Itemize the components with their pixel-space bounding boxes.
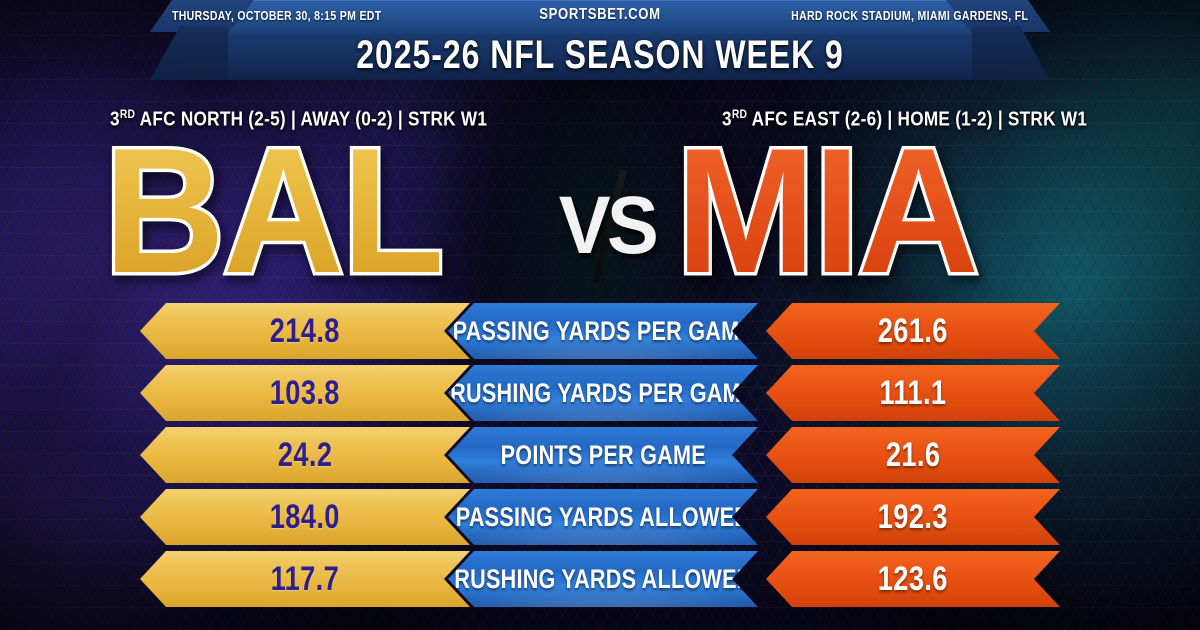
stat-label: POINTS PER GAME <box>500 439 706 470</box>
away-team-record-line: 3RD AFC NORTH (2-5) | AWAY (0-2) | STRK … <box>110 107 487 132</box>
stat-label: PASSING YARDS PER GAME <box>452 315 754 346</box>
home-stat-value: 21.6 <box>885 435 941 474</box>
game-venue: HARD ROCK STADIUM, MIAMI GARDENS, FL <box>790 9 1028 23</box>
header-title-band <box>228 26 972 80</box>
page-title: 2025-26 NFL SEASON WEEK 9 <box>356 33 844 77</box>
stat-label: RUSHING YARDS PER GAME <box>450 377 756 408</box>
home-team-seed: 3 <box>722 109 732 131</box>
header: SPORTSBET.COM THURSDAY, OCTOBER 30, 8:15… <box>0 0 1200 80</box>
stat-row: 214.8 PASSING YARDS PER GAME 261.6 <box>0 303 1200 359</box>
away-stat-value: 24.2 <box>277 435 333 474</box>
header-top-band <box>228 0 972 34</box>
away-stat-bar: 117.7 <box>140 551 470 607</box>
stat-comparison-table: 214.8 PASSING YARDS PER GAME 261.6 103.8 RUS… <box>0 303 1200 613</box>
stat-label: PASSING YARDS ALLOWED <box>455 501 751 532</box>
home-stat-value: 261.6 <box>877 311 949 350</box>
away-stat-bar: 214.8 <box>140 303 470 359</box>
home-stat-bar: 261.6 <box>766 303 1060 359</box>
home-team-abbr-fill: MIA <box>676 111 979 310</box>
home-team-seed-suffix: RD <box>732 107 747 121</box>
home-team-abbr: MIA MIA <box>673 118 983 303</box>
home-stat-bar: 111.1 <box>766 365 1060 421</box>
away-stat-value: 184.0 <box>269 497 341 536</box>
away-team-seed: 3 <box>110 109 120 131</box>
away-stat-bar: 103.8 <box>140 365 470 421</box>
away-stat-value: 103.8 <box>269 373 341 412</box>
home-stat-bar: 192.3 <box>766 489 1060 545</box>
away-stat-value: 117.7 <box>270 559 340 598</box>
home-stat-value: 192.3 <box>877 497 949 536</box>
vs-badge: VS <box>556 168 666 284</box>
away-stat-bar: 184.0 <box>140 489 470 545</box>
stat-row: 184.0 PASSING YARDS ALLOWED 192.3 <box>0 489 1200 545</box>
home-team-record-detail: AFC EAST (2-6) | HOME (1-2) | STRK W1 <box>752 108 1088 131</box>
vs-label: VS <box>558 180 659 271</box>
away-team-seed-suffix: RD <box>120 107 135 121</box>
stat-label-bar: PASSING YARDS PER GAME <box>448 303 758 359</box>
home-stat-bar: 21.6 <box>766 427 1060 483</box>
stat-label: RUSHING YARDS ALLOWED <box>453 563 753 594</box>
home-stat-value: 111.1 <box>879 373 947 412</box>
site-name: SPORTSBET.COM <box>539 6 661 23</box>
away-stat-bar: 24.2 <box>140 427 470 483</box>
away-team-abbr-fill: BAL <box>104 111 444 310</box>
away-team-record-detail: AFC NORTH (2-5) | AWAY (0-2) | STRK W1 <box>140 108 488 131</box>
stat-label-bar: RUSHING YARDS PER GAME <box>448 365 758 421</box>
stat-label-bar: POINTS PER GAME <box>448 427 758 483</box>
away-stat-value: 214.8 <box>269 311 341 350</box>
stat-label-bar: PASSING YARDS ALLOWED <box>448 489 758 545</box>
away-team-abbr: BAL BAL <box>101 118 448 303</box>
home-stat-bar: 123.6 <box>766 551 1060 607</box>
stat-label-bar: RUSHING YARDS ALLOWED <box>448 551 758 607</box>
home-stat-value: 123.6 <box>877 559 949 598</box>
stat-row: 117.7 RUSHING YARDS ALLOWED 123.6 <box>0 551 1200 607</box>
game-datetime: THURSDAY, OCTOBER 30, 8:15 PM EDT <box>172 9 382 23</box>
stat-row: 24.2 POINTS PER GAME 21.6 <box>0 427 1200 483</box>
home-team-record-line: 3RD AFC EAST (2-6) | HOME (1-2) | STRK W… <box>722 107 1087 132</box>
stat-row: 103.8 RUSHING YARDS PER GAME 111.1 <box>0 365 1200 421</box>
